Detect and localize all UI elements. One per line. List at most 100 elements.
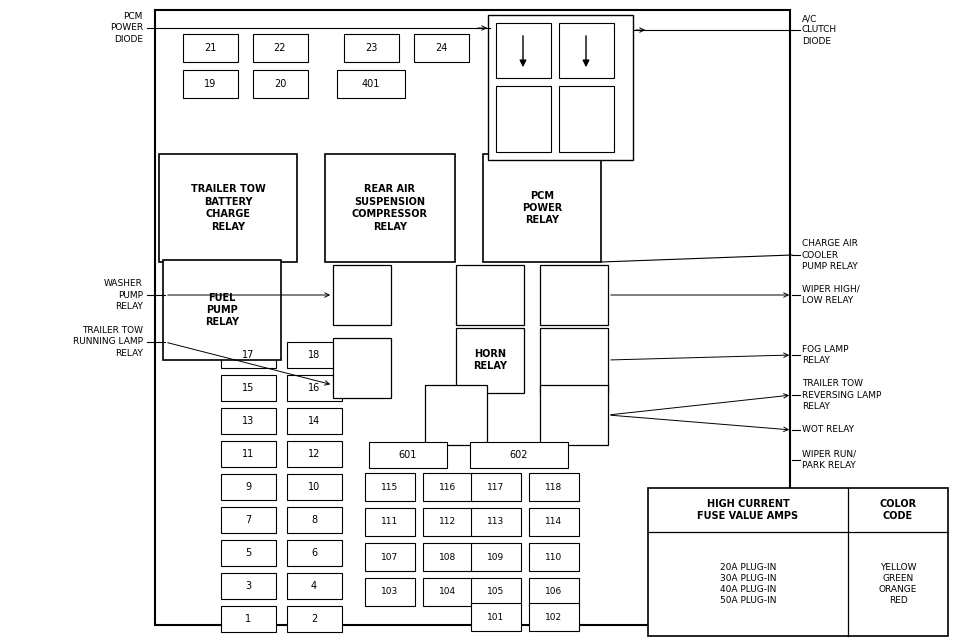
Text: 108: 108: [440, 553, 457, 562]
Bar: [456, 328, 524, 392]
Bar: [221, 408, 276, 434]
Text: 112: 112: [440, 517, 457, 526]
Bar: [540, 385, 608, 445]
Bar: [456, 265, 524, 325]
Bar: [488, 15, 633, 160]
Bar: [333, 265, 391, 325]
Text: 103: 103: [381, 588, 398, 597]
Bar: [471, 543, 521, 571]
Bar: [286, 540, 342, 566]
Bar: [221, 573, 276, 599]
Bar: [496, 23, 551, 78]
Text: 18: 18: [308, 350, 320, 360]
Text: TRAILER TOW
RUNNING LAMP
RELAY: TRAILER TOW RUNNING LAMP RELAY: [73, 326, 143, 358]
Bar: [163, 260, 281, 360]
Text: YELLOW
GREEN
ORANGE
RED: YELLOW GREEN ORANGE RED: [878, 563, 917, 605]
Text: 11: 11: [242, 449, 254, 459]
Bar: [423, 473, 473, 501]
Text: 14: 14: [308, 416, 320, 426]
Text: 3: 3: [245, 581, 252, 591]
Bar: [221, 441, 276, 467]
Text: 101: 101: [488, 613, 505, 622]
Bar: [471, 603, 521, 631]
Bar: [529, 473, 579, 501]
Bar: [252, 34, 307, 62]
Text: 20: 20: [274, 79, 286, 89]
Text: FUEL
PUMP
RELAY: FUEL PUMP RELAY: [205, 292, 239, 328]
Text: PCM
POWER
DIODE: PCM POWER DIODE: [109, 12, 143, 44]
Text: CHARGE AIR
COOLER
PUMP RELAY: CHARGE AIR COOLER PUMP RELAY: [802, 239, 858, 271]
Bar: [286, 408, 342, 434]
Bar: [559, 23, 614, 78]
Bar: [159, 154, 297, 262]
Bar: [333, 338, 391, 398]
Text: HIGH CURRENT
FUSE VALUE AMPS: HIGH CURRENT FUSE VALUE AMPS: [697, 499, 799, 521]
Text: 105: 105: [488, 588, 505, 597]
Text: 20A PLUG-IN
30A PLUG-IN
40A PLUG-IN
50A PLUG-IN: 20A PLUG-IN 30A PLUG-IN 40A PLUG-IN 50A …: [720, 563, 777, 605]
Bar: [540, 265, 608, 325]
Bar: [471, 473, 521, 501]
Bar: [471, 508, 521, 536]
Bar: [286, 507, 342, 533]
Text: 9: 9: [245, 482, 252, 492]
Text: WASHER
PUMP
RELAY: WASHER PUMP RELAY: [104, 279, 143, 311]
Text: 102: 102: [545, 613, 563, 622]
Bar: [221, 606, 276, 632]
Bar: [325, 154, 455, 262]
Bar: [221, 540, 276, 566]
Bar: [365, 508, 415, 536]
Bar: [337, 70, 405, 98]
Bar: [286, 606, 342, 632]
Text: WOT RELAY: WOT RELAY: [802, 426, 854, 435]
Text: 15: 15: [242, 383, 254, 393]
Text: A/C
CLUTCH
DIODE: A/C CLUTCH DIODE: [802, 14, 837, 46]
Bar: [365, 473, 415, 501]
Text: 113: 113: [488, 517, 505, 526]
Bar: [483, 154, 601, 262]
Bar: [365, 543, 415, 571]
Bar: [648, 488, 948, 636]
Text: 16: 16: [308, 383, 320, 393]
Text: PCM
POWER
RELAY: PCM POWER RELAY: [522, 190, 563, 226]
Bar: [529, 508, 579, 536]
Text: 107: 107: [381, 553, 398, 562]
Bar: [221, 474, 276, 500]
Text: 111: 111: [381, 517, 398, 526]
Text: 1: 1: [245, 614, 252, 624]
Text: 118: 118: [545, 483, 563, 492]
Bar: [182, 70, 237, 98]
Text: 7: 7: [245, 515, 252, 525]
Text: 104: 104: [440, 588, 457, 597]
Text: 8: 8: [311, 515, 317, 525]
Text: 115: 115: [381, 483, 398, 492]
Text: HORN
RELAY: HORN RELAY: [473, 349, 507, 371]
Text: 23: 23: [365, 43, 377, 53]
Bar: [540, 328, 608, 392]
Text: 109: 109: [488, 553, 505, 562]
Bar: [286, 375, 342, 401]
Text: 19: 19: [204, 79, 216, 89]
Bar: [286, 342, 342, 368]
Text: 21: 21: [204, 43, 216, 53]
Bar: [221, 375, 276, 401]
Bar: [471, 578, 521, 606]
Bar: [414, 34, 468, 62]
Text: 401: 401: [362, 79, 380, 89]
Text: 24: 24: [435, 43, 447, 53]
Text: FOG LAMP
RELAY: FOG LAMP RELAY: [802, 345, 849, 365]
Text: 117: 117: [488, 483, 505, 492]
Text: 110: 110: [545, 553, 563, 562]
Text: WIPER RUN/
PARK RELAY: WIPER RUN/ PARK RELAY: [802, 450, 856, 470]
Bar: [425, 385, 487, 445]
Bar: [286, 441, 342, 467]
Text: 106: 106: [545, 588, 563, 597]
Text: 22: 22: [274, 43, 286, 53]
Text: 601: 601: [398, 450, 418, 460]
Bar: [423, 508, 473, 536]
Bar: [221, 342, 276, 368]
Text: 602: 602: [510, 450, 528, 460]
Bar: [423, 578, 473, 606]
Text: 17: 17: [242, 350, 254, 360]
Bar: [286, 474, 342, 500]
Text: 13: 13: [242, 416, 254, 426]
